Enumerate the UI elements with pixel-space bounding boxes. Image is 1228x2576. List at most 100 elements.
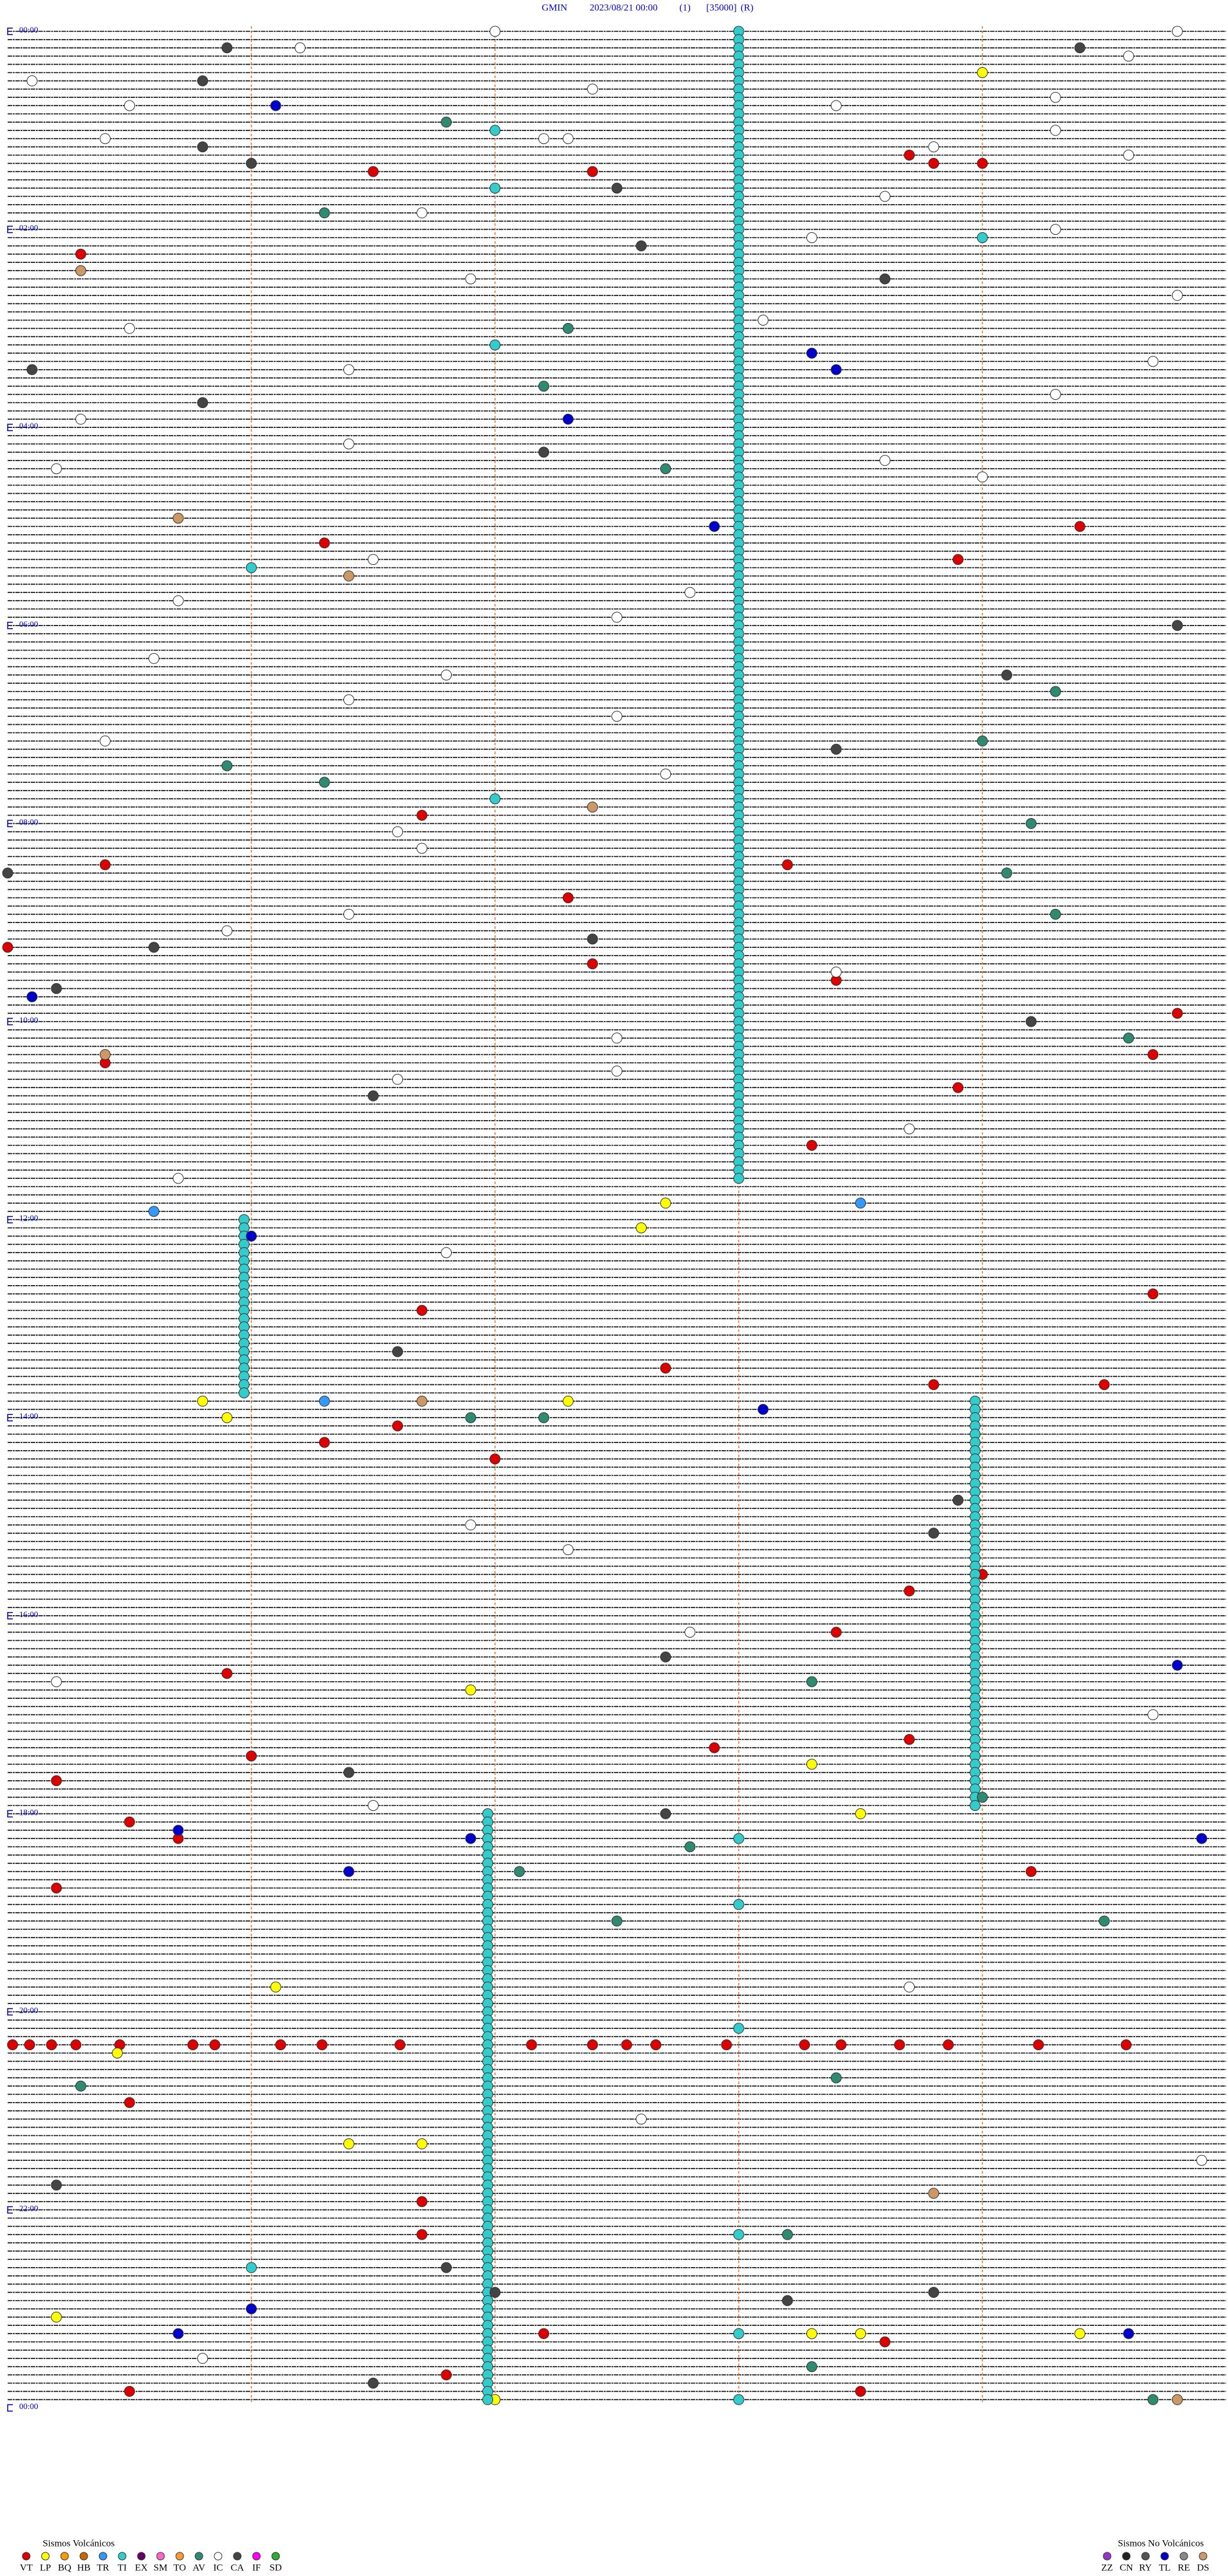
event	[855, 2385, 866, 2397]
time-label: 00:00	[19, 2401, 38, 2411]
event	[586, 83, 598, 95]
event	[148, 652, 160, 664]
event	[1025, 1866, 1037, 1877]
event	[148, 1206, 160, 1217]
event	[2, 942, 13, 953]
event	[1099, 1915, 1110, 1927]
event	[538, 381, 549, 392]
event	[586, 166, 598, 177]
event	[392, 1420, 404, 1432]
event	[1123, 2328, 1135, 2339]
event	[319, 207, 330, 219]
legend-label: EX	[135, 2563, 148, 2573]
event	[830, 364, 842, 375]
event	[270, 1981, 281, 1993]
legend-swatch	[214, 2552, 223, 2561]
event	[343, 908, 354, 920]
legend-label: IC	[214, 2563, 223, 2573]
event	[562, 1544, 574, 1556]
time-tick	[7, 1018, 13, 1025]
event	[586, 2039, 598, 2051]
event	[26, 75, 38, 86]
legend-swatch	[1122, 2552, 1131, 2561]
event	[124, 322, 135, 334]
legend-label: CA	[231, 2563, 244, 2573]
time-label: 12:00	[19, 1213, 38, 1223]
event	[977, 157, 988, 169]
event	[562, 1395, 574, 1407]
event	[1123, 1032, 1135, 1044]
event	[709, 521, 720, 532]
event	[1147, 2394, 1159, 2405]
event	[368, 1090, 379, 1102]
event	[392, 1073, 404, 1085]
event	[660, 1651, 672, 1663]
event	[221, 42, 233, 54]
event	[1172, 1007, 1183, 1019]
event	[1172, 620, 1183, 631]
event	[538, 446, 549, 458]
event	[51, 2179, 62, 2191]
event	[1050, 686, 1061, 697]
event	[1050, 91, 1061, 103]
time-tick	[7, 2404, 13, 2412]
event	[111, 2048, 123, 2058]
event	[621, 2039, 633, 2051]
legend-title: Sismos Volcánicos	[43, 2538, 115, 2548]
event	[99, 133, 111, 145]
event	[173, 1173, 184, 1184]
event	[124, 2385, 135, 2397]
event	[562, 892, 574, 903]
event	[197, 141, 209, 153]
event	[441, 2262, 452, 2273]
event	[489, 339, 501, 351]
event	[26, 991, 38, 1002]
event	[368, 166, 379, 177]
event	[465, 1833, 476, 1844]
scale: [35000]	[706, 3, 737, 13]
event	[197, 1395, 209, 1407]
event	[782, 2295, 793, 2306]
event	[904, 1734, 915, 1745]
legend-swatch	[252, 2552, 261, 2561]
event	[952, 1082, 964, 1093]
time-tick	[7, 225, 13, 233]
legend: Sismos Volcánicos VT LP BQ HB TR TI EX SM TO AV IC C…	[20, 2538, 1209, 2573]
event	[319, 777, 330, 788]
legend-label: SD	[269, 2563, 281, 2573]
event	[538, 1412, 549, 1423]
event	[368, 2378, 379, 2389]
event	[75, 413, 86, 425]
event	[343, 1767, 354, 1778]
event	[1147, 1709, 1159, 1721]
event	[99, 1049, 111, 1061]
event	[586, 933, 598, 945]
event	[221, 1412, 233, 1423]
legend-label: TR	[97, 2563, 109, 2573]
event	[24, 2039, 35, 2051]
event	[246, 157, 257, 169]
event	[835, 2039, 847, 2051]
event	[392, 1346, 404, 1357]
legend-swatch	[194, 2552, 203, 2561]
date: 2023/08/21 00:00	[590, 3, 657, 13]
channel: (1)	[679, 3, 691, 13]
event	[416, 810, 428, 821]
time-tick	[7, 1612, 13, 1620]
event	[660, 1363, 672, 1374]
event	[830, 100, 842, 111]
event	[173, 1824, 184, 1836]
event	[757, 1403, 769, 1415]
time-label: 02:00	[19, 223, 38, 233]
event	[928, 157, 940, 169]
event	[124, 2097, 135, 2108]
event	[343, 438, 354, 450]
event	[465, 1519, 476, 1531]
event	[879, 2336, 891, 2348]
event	[733, 2328, 744, 2339]
event	[538, 133, 549, 145]
event	[173, 2328, 184, 2339]
event	[611, 711, 622, 722]
legend-swatch	[137, 2552, 146, 2561]
